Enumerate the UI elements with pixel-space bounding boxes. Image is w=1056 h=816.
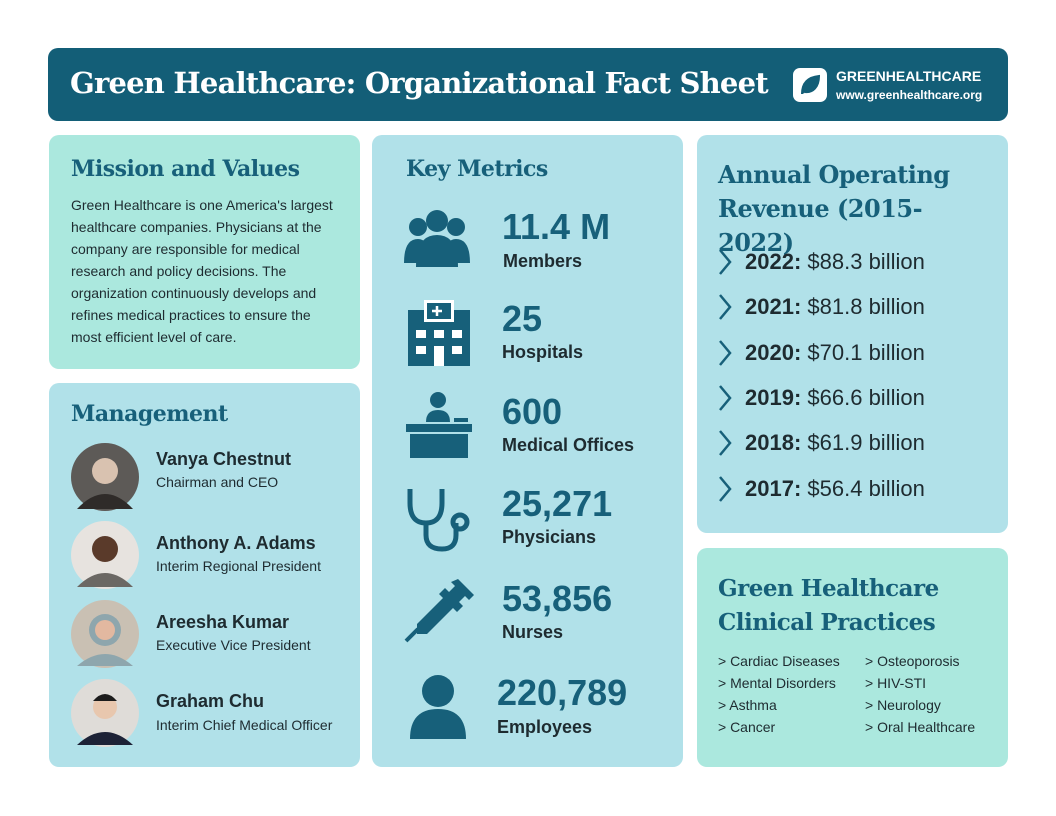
metric-icons (404, 210, 474, 739)
amount: $81.8 billion (807, 294, 925, 319)
page-title: Green Healthcare: Organizational Fact Sh… (70, 66, 769, 100)
revenue-row: 2019: $66.6 billion (745, 385, 925, 411)
metric-label: Hospitals (502, 342, 584, 362)
practice: > Oral Healthcare (865, 719, 976, 735)
chevrons (719, 249, 732, 502)
practice: > Cancer (718, 719, 776, 735)
revenue-card (697, 135, 1008, 533)
metric-label: Medical Offices (502, 435, 635, 455)
metric-label: Members (503, 251, 583, 271)
person-role: Interim Chief Medical Officer (156, 717, 333, 733)
metric-value: 220,789 (497, 672, 628, 713)
person-name: Anthony A. Adams (156, 533, 316, 553)
brand-url[interactable]: www.greenhealthcare.org (836, 88, 983, 102)
practice: > Osteoporosis (865, 653, 960, 669)
amount: $66.6 billion (807, 385, 925, 410)
revenue-row: 2022: $88.3 billion (745, 249, 925, 275)
metric-value: 25 (502, 298, 543, 339)
mission-text: Green Healthcare is one America's larges… (71, 197, 333, 345)
section-title: Mission and Values (71, 156, 300, 182)
section-title: Key Metrics (406, 156, 548, 182)
person-name: Areesha Kumar (156, 612, 290, 632)
metric-value: 25,271 (502, 483, 613, 524)
year: 2020: (745, 340, 802, 365)
metric-label: Employees (497, 717, 593, 737)
revenue-row: 2018: $61.9 billion (745, 430, 925, 456)
amount: $70.1 billion (807, 340, 925, 365)
year: 2018: (745, 430, 802, 455)
metric-label: Nurses (502, 622, 564, 642)
metric-label: Physicians (502, 527, 597, 547)
section-title: Annual Operating Revenue (2015-2022) (718, 160, 950, 257)
year: 2017: (745, 476, 802, 501)
metric-value: 11.4 M (502, 206, 611, 247)
person-name: Graham Chu (156, 691, 265, 711)
brand-name: GREENHEALTHCARE (836, 68, 982, 84)
practice: > Asthma (718, 697, 777, 713)
person-name: Vanya Chestnut (156, 449, 292, 469)
photos (71, 443, 139, 747)
person-role: Interim Regional President (156, 558, 321, 574)
amount: $61.9 billion (807, 430, 925, 455)
practice: > HIV-STI (865, 675, 927, 691)
revenue-row: 2020: $70.1 billion (745, 340, 925, 366)
practice: > Mental Disorders (718, 675, 836, 691)
revenue-row: 2017: $56.4 billion (745, 476, 925, 502)
section-title: Green Healthcare Clinical Practices (718, 575, 939, 636)
header-bar (48, 48, 1008, 121)
logo (793, 68, 827, 102)
year: 2021: (745, 294, 802, 319)
practices-card (697, 548, 1008, 767)
metric-value: 600 (502, 391, 563, 432)
person-role: Executive Vice President (156, 637, 311, 653)
practice: > Cardiac Diseases (718, 653, 840, 669)
year: 2022: (745, 249, 802, 274)
practice: > Neurology (865, 697, 941, 713)
year: 2019: (745, 385, 802, 410)
person-role: Chairman and CEO (156, 474, 279, 490)
section-title: Management (71, 401, 228, 427)
metric-value: 53,856 (502, 578, 613, 619)
amount: $56.4 billion (807, 476, 925, 501)
mission-card (49, 135, 360, 369)
amount: $88.3 billion (807, 249, 925, 274)
revenue-row: 2021: $81.8 billion (745, 294, 925, 320)
